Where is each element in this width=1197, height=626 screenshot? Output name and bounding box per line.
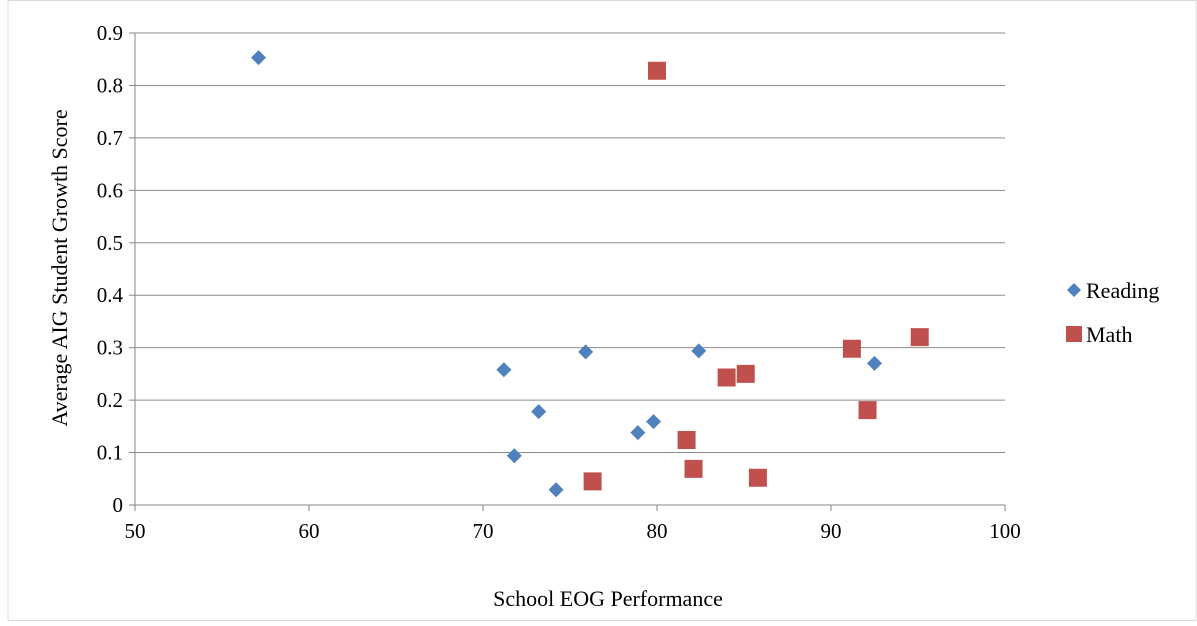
legend-label-reading: Reading [1086,278,1159,303]
point-reading [867,355,882,371]
point-math [677,430,696,449]
x-tick-label: 50 [125,519,146,543]
point-math [842,339,861,358]
point-reading [691,343,707,359]
legend-item-math: Math [1066,322,1132,347]
x-tick-label: 90 [821,519,842,543]
chart-border [7,0,1197,621]
y-axis-title: Average AIG Student Growth Score [47,109,72,426]
axes [129,32,1006,511]
point-math [748,468,767,487]
y-tick-label: 0.8 [97,73,123,97]
legend-label-math: Math [1086,322,1132,347]
y-tick-label: 0 [113,493,124,517]
point-reading [496,362,512,378]
point-reading [506,448,522,464]
point-math [648,61,666,80]
point-reading [531,404,547,420]
y-tick-label: 0.1 [97,441,123,465]
x-tick-label: 100 [989,519,1021,543]
gridlines [135,32,1005,454]
point-reading [251,50,267,66]
legend-marker-reading [1067,283,1081,297]
y-tick-labels: 0 0.1 0.2 0.3 0.4 0.5 0.6 0.7 0.8 0.9 [97,21,124,517]
y-tick-label: 0.2 [97,388,123,412]
legend: Reading Math [1066,278,1159,347]
x-tick-label: 80 [647,519,668,543]
point-math [684,459,703,478]
point-reading [548,482,564,498]
point-math [910,328,929,347]
y-tick-label: 0.5 [97,231,123,255]
point-reading [646,414,662,430]
y-tick-label: 0.9 [97,21,123,45]
x-tick-label: 70 [473,519,494,543]
point-reading [630,425,646,441]
legend-marker-math [1066,326,1082,342]
y-tick-label: 0.6 [97,178,123,202]
point-reading [578,344,594,360]
point-math [736,364,755,383]
point-math [583,472,602,491]
point-math [858,401,877,420]
y-tick-label: 0.4 [97,283,124,307]
x-tick-label: 60 [299,519,320,543]
x-tick-labels: 50 60 70 80 90 100 [125,519,1021,543]
y-tick-label: 0.3 [97,336,123,360]
legend-item-reading: Reading [1067,278,1159,303]
point-math [717,368,736,387]
y-tick-label: 0.7 [97,126,123,150]
data-points [251,50,929,498]
x-axis-title: School EOG Performance [493,586,723,611]
